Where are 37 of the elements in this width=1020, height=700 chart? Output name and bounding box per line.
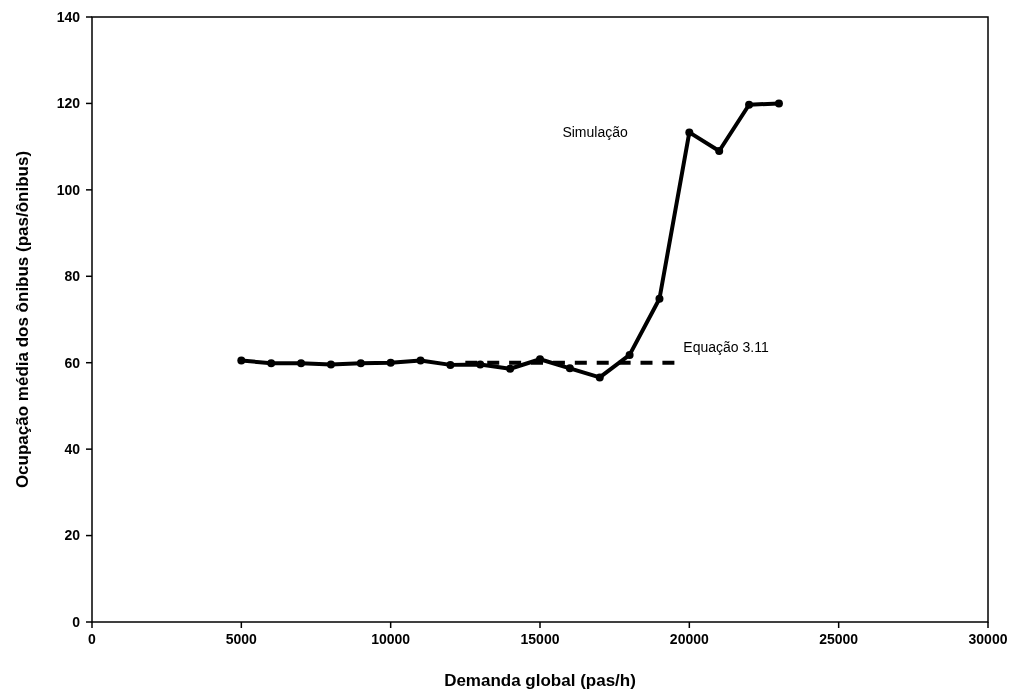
- point: [715, 146, 724, 155]
- point: [446, 360, 455, 369]
- y-tick-label: 120: [56, 95, 81, 112]
- point: [356, 359, 365, 368]
- x-axis-title: Demanda global (pas/h): [444, 671, 636, 690]
- point: [326, 360, 335, 369]
- point: [595, 373, 604, 382]
- x-tick-label: 10000: [371, 631, 411, 647]
- y-tick-label: 40: [64, 441, 81, 458]
- point: [267, 359, 276, 368]
- y-tick-label: 140: [56, 8, 81, 25]
- annotation: Simulação: [562, 123, 628, 140]
- point: [297, 359, 306, 368]
- point: [565, 364, 574, 373]
- x-tick-label: 25000: [819, 631, 859, 647]
- x-tick-label: 30000: [968, 631, 1008, 647]
- point: [386, 358, 395, 367]
- point: [655, 294, 664, 303]
- annotation: Equação 3.11: [683, 338, 769, 355]
- point: [685, 128, 694, 137]
- y-tick-label: 80: [64, 268, 81, 285]
- x-tick-label: 15000: [520, 631, 560, 647]
- point: [625, 350, 634, 359]
- y-tick-label: 20: [64, 527, 81, 544]
- y-axis-title: Ocupação média dos ônibus (pas/ônibus): [13, 150, 32, 489]
- y-tick-label: 0: [72, 613, 81, 630]
- point: [745, 100, 754, 109]
- point: [506, 364, 515, 373]
- x-tick-label: 0: [88, 631, 97, 647]
- point: [476, 360, 485, 369]
- y-tick-label: 100: [56, 181, 81, 198]
- y-tick-label: 60: [64, 354, 81, 371]
- x-tick-label: 20000: [669, 631, 710, 647]
- point: [237, 356, 246, 365]
- x-tick-label: 5000: [225, 631, 258, 647]
- point: [416, 356, 425, 365]
- point: [774, 99, 783, 108]
